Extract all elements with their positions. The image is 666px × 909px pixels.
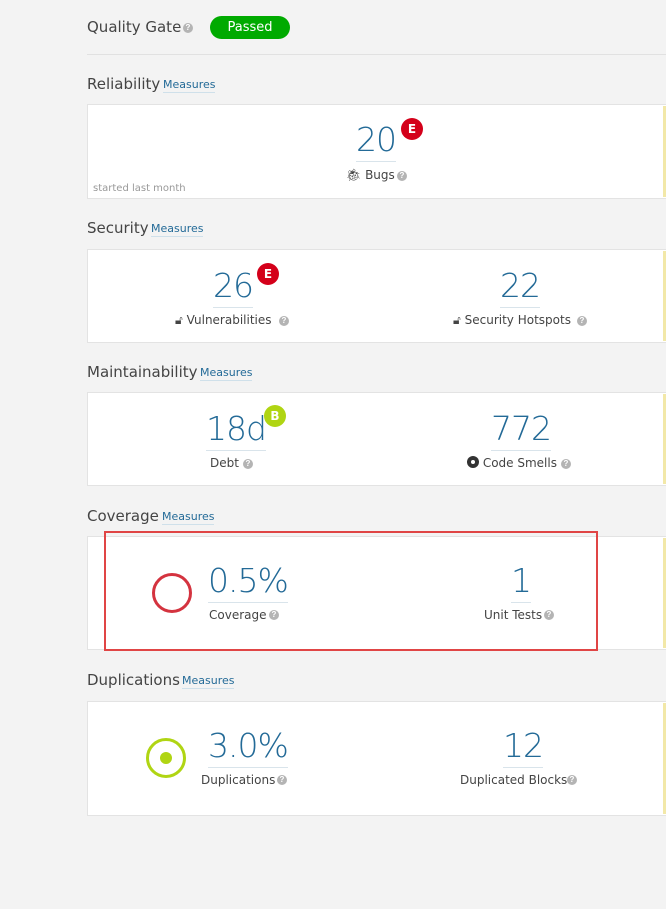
coverage-title: Coverage xyxy=(87,507,159,525)
help-icon[interactable]: ? xyxy=(269,610,279,620)
bugs-rating-badge: E xyxy=(401,118,423,140)
vulnerabilities-label: Vulnerabilities xyxy=(186,313,272,327)
duplicated-blocks-label: Duplicated Blocks xyxy=(460,773,568,787)
duplications-value[interactable]: 3.0% xyxy=(208,726,289,768)
divider xyxy=(87,54,666,55)
debt-value[interactable]: 18d xyxy=(206,409,267,451)
help-icon[interactable]: ? xyxy=(243,459,253,469)
reliability-measures-link[interactable]: Measures xyxy=(163,78,216,93)
maintainability-measures-link[interactable]: Measures xyxy=(200,366,253,381)
security-measures-link[interactable]: Measures xyxy=(151,222,204,237)
code-smells-label-row: Code Smells xyxy=(467,456,557,470)
lock-icon: 🔓︎ xyxy=(453,313,461,327)
code-smells-value[interactable]: 772 xyxy=(491,409,552,451)
quality-gate-title: Quality Gate xyxy=(87,18,182,36)
reliability-card: 20 E 🐞︎ Bugs ? started last month xyxy=(87,104,666,199)
vulnerabilities-rating-badge: E xyxy=(257,263,279,285)
duplications-label: Duplications xyxy=(201,773,276,787)
reliability-title: Reliability xyxy=(87,75,161,93)
unit-tests-label: Unit Tests xyxy=(484,608,543,622)
help-icon[interactable]: ? xyxy=(279,316,289,326)
coverage-value[interactable]: 0.5% xyxy=(208,561,289,603)
help-icon[interactable]: ? xyxy=(183,23,193,33)
debt-rating-badge: B xyxy=(264,405,286,427)
coverage-label: Coverage xyxy=(209,608,267,622)
card-edge-bar xyxy=(663,394,666,484)
unit-tests-value[interactable]: 1 xyxy=(511,561,532,603)
highlight-box xyxy=(104,531,598,651)
help-icon[interactable]: ? xyxy=(567,775,577,785)
help-icon[interactable]: ? xyxy=(397,171,407,181)
duplications-card: 3.0% Duplications ? 12 Duplicated Blocks… xyxy=(87,701,666,816)
duplicated-blocks-value[interactable]: 12 xyxy=(503,726,544,768)
vulnerabilities-value[interactable]: 26 xyxy=(213,266,254,308)
code-smell-icon xyxy=(467,456,479,468)
debt-label: Debt xyxy=(210,456,239,470)
card-edge-bar xyxy=(663,251,666,341)
hotspots-label: Security Hotspots xyxy=(464,313,571,327)
bugs-label: Bugs xyxy=(365,168,395,182)
help-icon[interactable]: ? xyxy=(561,459,571,469)
duplications-measures-link[interactable]: Measures xyxy=(182,674,235,689)
bug-icon: 🐞︎ xyxy=(346,168,362,182)
help-icon[interactable]: ? xyxy=(277,775,287,785)
duplications-title: Duplications xyxy=(87,671,180,689)
hotspots-label-row: 🔓︎ Security Hotspots xyxy=(453,313,571,328)
duplication-ring-icon xyxy=(146,738,186,778)
card-edge-bar xyxy=(663,106,666,197)
security-card: 26 E 🔓︎ Vulnerabilities ? 22 🔓︎ Security… xyxy=(87,249,666,343)
vulnerabilities-label-row: 🔓︎ Vulnerabilities xyxy=(175,313,272,328)
lock-icon: 🔓︎ xyxy=(175,313,183,327)
reliability-note: started last month xyxy=(93,183,186,194)
quality-gate-status-badge: Passed xyxy=(210,16,290,39)
card-edge-bar xyxy=(663,703,666,814)
coverage-card: 0.5% Coverage ? 1 Unit Tests ? xyxy=(87,536,666,650)
code-smells-label: Code Smells xyxy=(482,456,557,470)
help-icon[interactable]: ? xyxy=(577,316,587,326)
maintainability-title: Maintainability xyxy=(87,363,198,381)
coverage-measures-link[interactable]: Measures xyxy=(162,510,215,525)
help-icon[interactable]: ? xyxy=(544,610,554,620)
hotspots-value[interactable]: 22 xyxy=(500,266,541,308)
security-title: Security xyxy=(87,219,149,237)
bugs-label-row: 🐞︎ Bugs xyxy=(346,168,395,182)
card-edge-bar xyxy=(663,538,666,648)
maintainability-card: 18d B Debt ? 772 Code Smells ? xyxy=(87,392,666,486)
coverage-ring-icon xyxy=(152,573,192,613)
bugs-value[interactable]: 20 xyxy=(356,120,397,162)
